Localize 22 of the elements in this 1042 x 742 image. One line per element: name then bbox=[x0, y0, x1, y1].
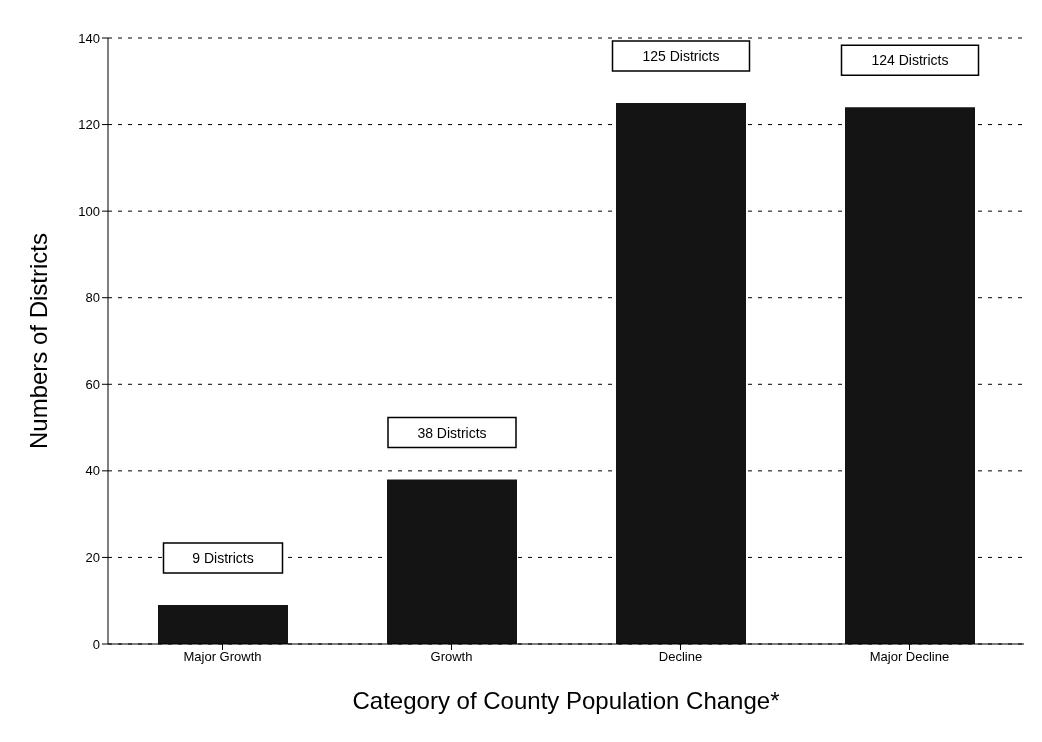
y-tick-label: 60 bbox=[85, 376, 100, 392]
y-tick-label: 0 bbox=[92, 636, 100, 652]
y-axis-title: Numbers of Districts bbox=[24, 232, 52, 450]
y-tick-label: 80 bbox=[85, 290, 100, 306]
x-tick-label: Growth bbox=[430, 649, 473, 665]
bar bbox=[845, 107, 975, 644]
x-tick-label: Major Growth bbox=[183, 649, 262, 665]
x-tick-label: Decline bbox=[658, 649, 703, 665]
data-label: 124 Districts bbox=[871, 52, 949, 69]
y-tick-label: 140 bbox=[78, 30, 100, 46]
bar bbox=[387, 479, 517, 644]
data-label: 125 Districts bbox=[642, 47, 720, 64]
x-tick-label: Major Decline bbox=[869, 649, 950, 665]
y-tick-label: 100 bbox=[78, 203, 100, 219]
data-label: 9 Districts bbox=[192, 550, 254, 567]
y-tick-label: 120 bbox=[78, 117, 100, 133]
y-tick-label: 20 bbox=[85, 550, 100, 566]
bar bbox=[158, 605, 288, 644]
x-axis-title: Category of County Population Change* bbox=[352, 687, 780, 714]
data-label: 38 Districts bbox=[417, 424, 487, 441]
y-tick-label: 40 bbox=[85, 463, 100, 479]
bar bbox=[616, 102, 746, 644]
